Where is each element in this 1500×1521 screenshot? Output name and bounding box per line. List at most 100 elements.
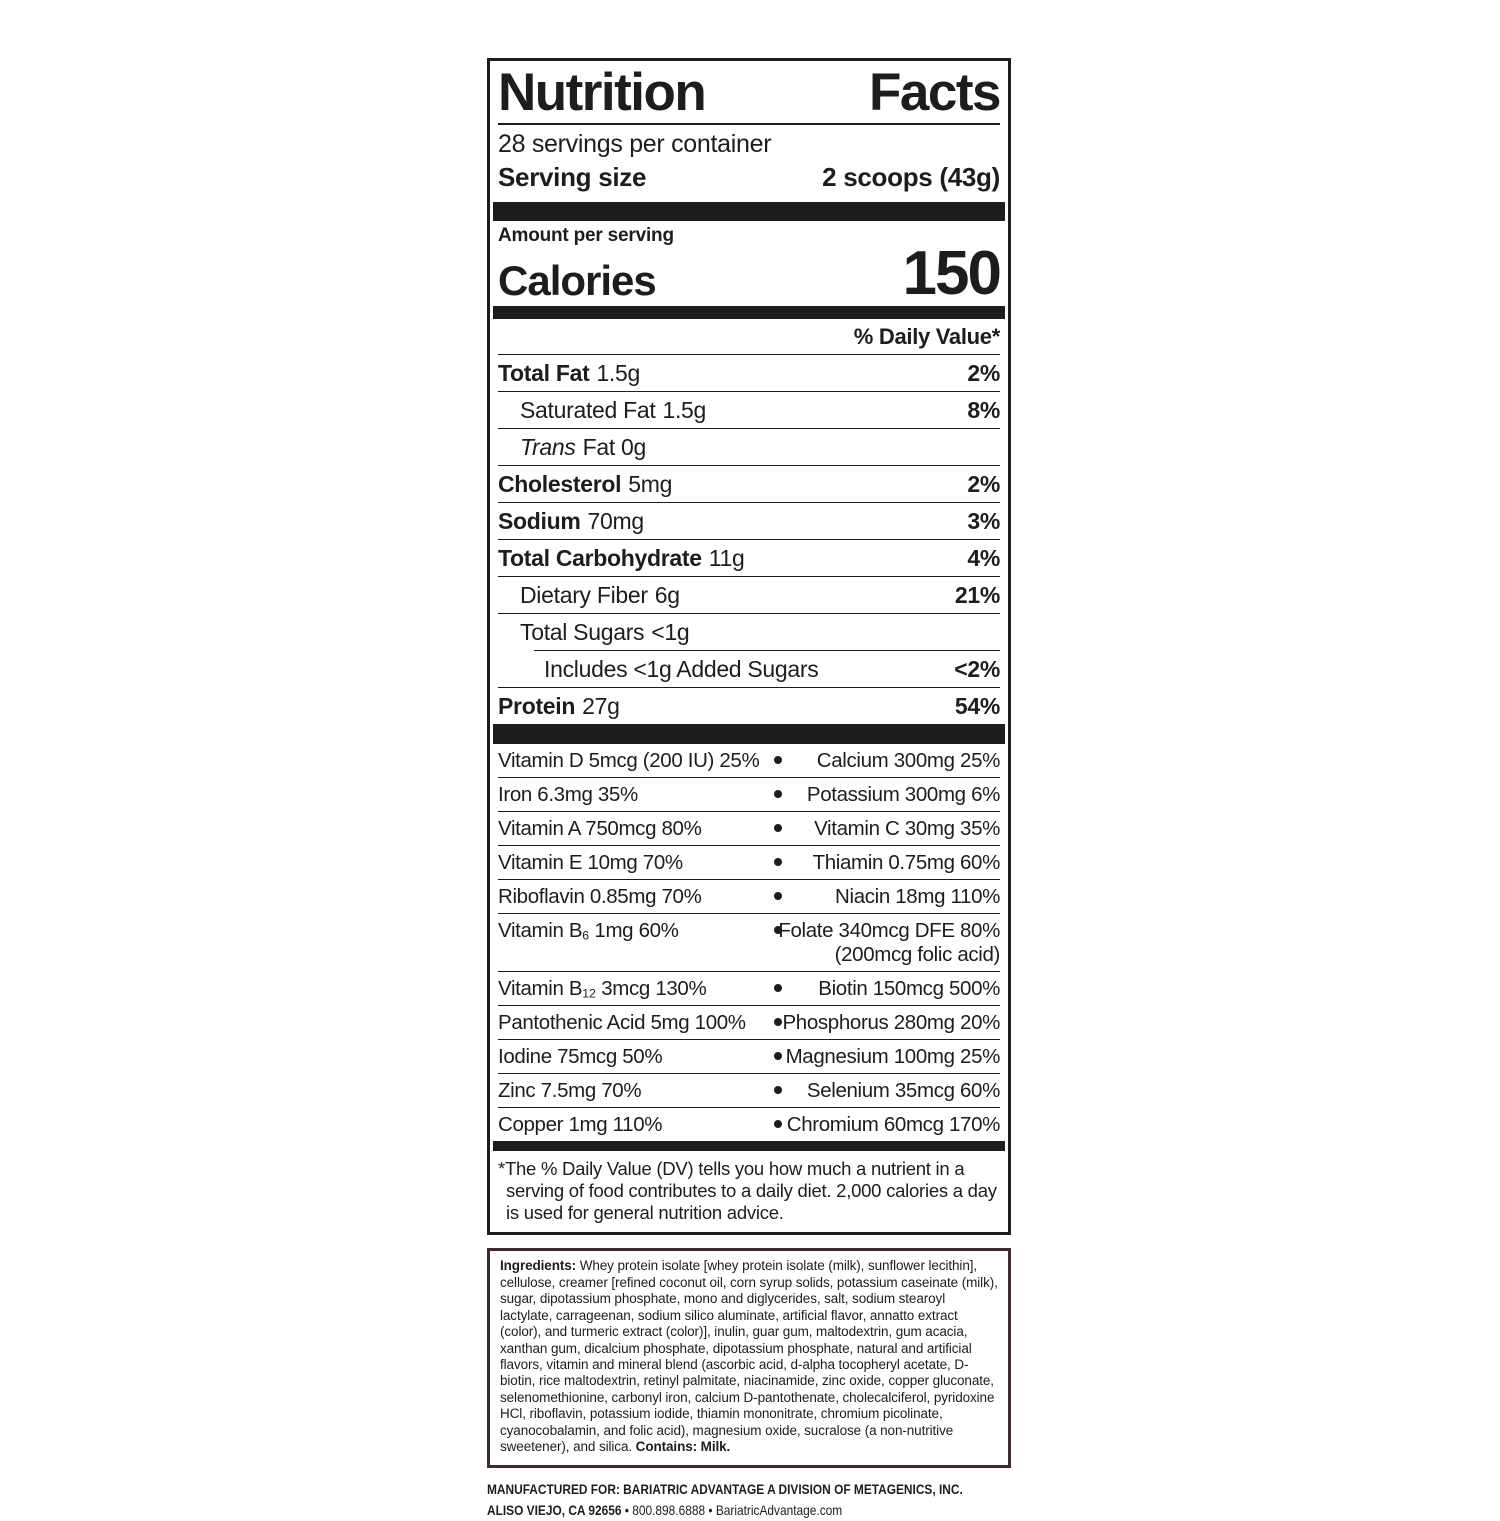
micronutrient-row: Pantothenic Acid 5mg 100% Phosphorus 280… xyxy=(498,1006,1000,1039)
divider xyxy=(498,390,1000,392)
bullet-icon xyxy=(774,1051,782,1060)
nutrient-row-added-sugars: Includes <1g Added Sugars <2% xyxy=(498,651,1000,687)
serving-size-label: Serving size xyxy=(498,162,647,193)
micronutrient-right: Phosphorus 280mg 20% xyxy=(782,1010,1000,1034)
divider xyxy=(498,878,1000,880)
micronutrient-right: Calcium 300mg 25% xyxy=(816,748,1001,772)
ingredients-box: Ingredients: Whey protein isolate [whey … xyxy=(487,1248,1011,1468)
micronutrient-left: Vitamin E 10mg 70% xyxy=(498,850,683,874)
nutrient-name: Total Carbohydrate xyxy=(498,544,702,571)
micronutrient-left: Vitamin B6 1mg 60% xyxy=(498,918,679,943)
thick-divider-bar xyxy=(493,305,1005,319)
divider xyxy=(498,501,1000,503)
divider xyxy=(498,538,1000,540)
bullet-icon xyxy=(774,891,782,900)
nutrient-row-total-fat: Total Fat 1.5g 2% xyxy=(498,355,1000,391)
nutrient-row-sodium: Sodium 70mg 3% xyxy=(498,503,1000,539)
micronutrient-row: Zinc 7.5mg 70% Selenium 35mcg 60% xyxy=(498,1074,1000,1107)
bullet-icon xyxy=(774,1119,782,1128)
divider xyxy=(498,686,1000,688)
contains-statement: Contains: Milk. xyxy=(635,1439,731,1455)
nutrient-name: Saturated Fat xyxy=(520,396,656,423)
bullet-icon xyxy=(774,789,782,798)
divider xyxy=(498,912,1000,914)
nutrient-row-saturated-fat: Saturated Fat 1.5g 8% xyxy=(498,392,1000,428)
bullet-icon xyxy=(774,1017,782,1026)
divider xyxy=(498,844,1000,846)
micronutrient-left: Copper 1mg 110% xyxy=(498,1112,663,1136)
micronutrient-right: Vitamin C 30mg 35% xyxy=(814,816,1000,840)
nutrient-name: Total Fat xyxy=(498,359,590,386)
nutrient-dv: 54% xyxy=(954,692,1000,719)
nutrient-row-cholesterol: Cholesterol 5mg 2% xyxy=(498,466,1000,502)
calories-value: 150 xyxy=(902,239,1002,309)
nutrient-amount: 6g xyxy=(654,581,680,608)
nutrient-row-total-sugars: Total Sugars <1g xyxy=(498,614,1000,650)
bullet-icon xyxy=(774,925,782,934)
nutrient-row-total-carbohydrate: Total Carbohydrate 11g 4% xyxy=(498,540,1000,576)
ingredients-label: Ingredients: xyxy=(500,1258,577,1274)
micronutrient-left: Riboflavin 0.85mg 70% xyxy=(498,884,702,908)
divider xyxy=(498,810,1000,812)
divider xyxy=(498,1072,1000,1074)
micronutrient-row: Vitamin E 10mg 70% Thiamin 0.75mg 60% xyxy=(498,846,1000,879)
micronutrient-left: Iron 6.3mg 35% xyxy=(498,782,638,806)
divider xyxy=(498,1106,1000,1108)
nutrient-name: Trans xyxy=(520,433,576,460)
bullet-icon xyxy=(774,755,782,764)
micronutrient-left: Vitamin D 5mcg (200 IU) 25% xyxy=(498,748,760,772)
micronutrient-row: Iodine 75mcg 50% Magnesium 100mg 25% xyxy=(498,1040,1000,1073)
nutrient-dv: 4% xyxy=(967,544,1000,571)
micronutrient-left: Vitamin A 750mcg 80% xyxy=(498,816,702,840)
nutrient-name: Cholesterol xyxy=(498,470,622,497)
subscript: 6 xyxy=(582,928,590,943)
thick-divider-bar xyxy=(493,1140,1005,1151)
micronutrient-right-line2: (200mcg folic acid) xyxy=(834,942,1001,966)
divider-inset xyxy=(534,649,1000,651)
micronutrient-left: Pantothenic Acid 5mg 100% xyxy=(498,1010,746,1034)
title-word-facts: Facts xyxy=(869,63,1001,122)
micronutrient-row: Vitamin A 750mcg 80% Vitamin C 30mg 35% xyxy=(498,812,1000,845)
nutrient-name: Protein xyxy=(498,692,576,719)
micronutrient-right: Thiamin 0.75mg 60% xyxy=(812,850,1001,874)
nutrient-row-trans-fat: Trans Fat 0g xyxy=(498,429,1000,465)
nutrient-amount: 70mg xyxy=(587,507,645,534)
manufacturer-line2: ALISO VIEJO, CA 92656 • 800.898.6888 • B… xyxy=(487,1500,932,1521)
serving-size-value: 2 scoops (43g) xyxy=(822,162,1000,193)
subscript: 12 xyxy=(582,986,596,1001)
micronutrient-row: Vitamin B12 3mcg 130% Biotin 150mcg 500% xyxy=(498,972,1000,1005)
nutrient-row-protein: Protein 27g 54% xyxy=(498,688,1000,724)
divider xyxy=(498,427,1000,429)
divider xyxy=(498,1004,1000,1006)
nutrient-name: Sodium xyxy=(498,507,581,534)
micronutrient-left: Iodine 75mcg 50% xyxy=(498,1044,663,1068)
nutrient-amount: <1g xyxy=(651,618,690,645)
manufacturer-address: ALISO VIEJO, CA 92656 xyxy=(487,1501,622,1518)
nutrient-row-dietary-fiber: Dietary Fiber 6g 21% xyxy=(498,577,1000,613)
nutrient-amount: 1.5g xyxy=(596,359,641,386)
nutrient-name: Includes <1g Added Sugars xyxy=(544,655,819,682)
divider xyxy=(498,970,1000,972)
micronutrient-right: Selenium 35mcg 60% xyxy=(806,1078,1000,1102)
manufacturer-line1: MANUFACTURED FOR: BARIATRIC ADVANTAGE A … xyxy=(487,1480,963,1497)
thick-divider-bar xyxy=(493,202,1005,222)
nutrient-amount: 1.5g xyxy=(662,396,707,423)
serving-size-row: Serving size 2 scoops (43g) xyxy=(498,160,1000,202)
micronutrient-row: Copper 1mg 110% Chromium 60mcg 170% xyxy=(498,1108,1000,1141)
micronutrient-right: Magnesium 100mg 25% xyxy=(785,1044,1001,1068)
nutrient-amount: 11g xyxy=(708,544,745,571)
nutrient-dv: 8% xyxy=(967,396,1000,423)
title-word-nutrition: Nutrition xyxy=(498,63,707,122)
bullet-icon xyxy=(774,823,782,832)
micronutrient-right-line1: Folate 340mcg DFE 80% xyxy=(778,918,1000,942)
daily-value-footnote: *The % Daily Value (DV) tells you how mu… xyxy=(498,1157,997,1223)
micronutrient-row: Riboflavin 0.85mg 70% Niacin 18mg 110% xyxy=(498,880,1000,913)
ingredients-text: Whey protein isolate [whey protein isola… xyxy=(500,1258,998,1455)
divider xyxy=(498,464,1000,466)
micronutrient-row: Vitamin D 5mcg (200 IU) 25% Calcium 300m… xyxy=(498,744,1000,777)
daily-value-header: % Daily Value* xyxy=(853,323,1001,349)
nutrient-amount: 5mg xyxy=(628,470,673,497)
divider xyxy=(498,776,1000,778)
calories-row: Calories 150 xyxy=(498,239,1002,309)
micronutrient-right: Folate 340mcg DFE 80% (200mcg folic acid… xyxy=(679,919,1000,967)
